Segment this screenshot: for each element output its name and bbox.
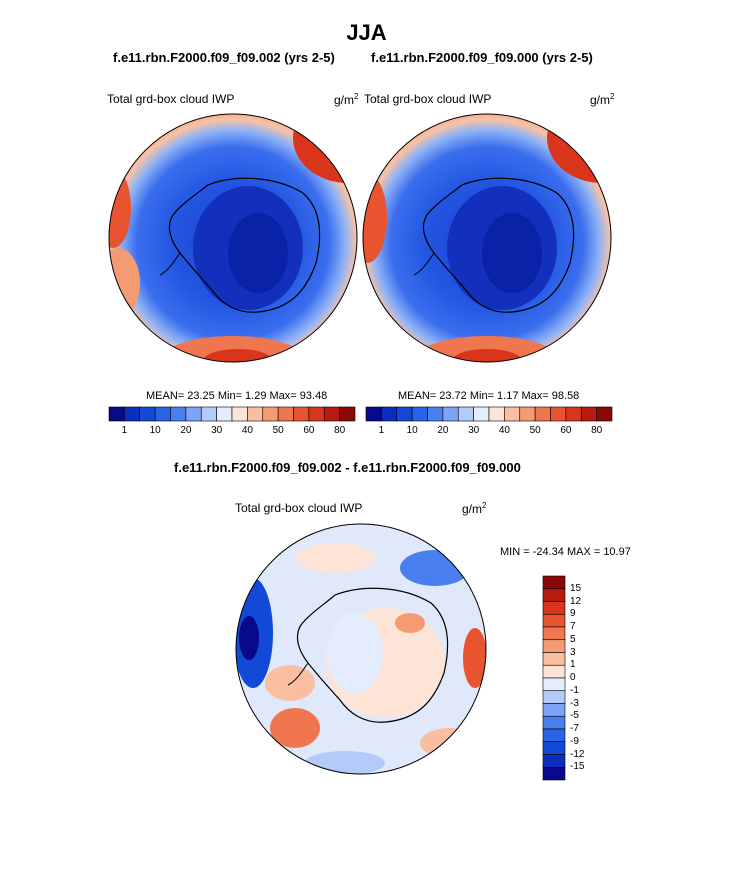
stats-right: MEAN= 23.72 Min= 1.17 Max= 98.58	[398, 390, 580, 402]
diff-title: f.e11.rbn.F2000.f09_f09.002 - f.e11.rbn.…	[174, 460, 521, 475]
colorbar-left-swatch	[277, 406, 294, 422]
colorbar-right-tick-label: 20	[437, 425, 449, 436]
colorbar-left-swatch	[185, 406, 202, 422]
colorbar-left-swatch	[200, 406, 217, 422]
colorbar-difference-tick-label: -12	[570, 748, 585, 760]
colorbar-right-tick-label: 80	[591, 425, 603, 436]
colorbar-left-tick-label: 10	[149, 425, 161, 436]
colorbar-right-swatch	[457, 406, 474, 422]
colorbar-difference-tick-label: 12	[570, 595, 582, 607]
colorbar-difference-tick-label: 1	[570, 659, 576, 671]
colorbar-right-swatch	[565, 406, 582, 422]
colorbar-difference-tick-label: 0	[570, 672, 576, 683]
colorbar-difference-swatch	[542, 588, 566, 602]
colorbar-right-swatch	[519, 406, 536, 422]
case-title-right: f.e11.rbn.F2000.f09_f09.000 (yrs 2-5)	[371, 50, 593, 65]
colorbar-difference	[542, 575, 566, 781]
colorbar-left-swatch	[231, 406, 248, 422]
colorbar-right-swatch	[365, 406, 382, 422]
colorbar-left-tick-label: 20	[180, 425, 192, 436]
colorbar-left-swatch	[216, 406, 233, 422]
colorbar-difference-swatch	[542, 575, 566, 590]
colorbar-difference-tick-label: 3	[570, 646, 576, 658]
colorbar-right-tick-label: 40	[498, 425, 510, 436]
units-label-left: g/m2	[334, 92, 359, 107]
colorbar-left-swatch	[323, 406, 340, 422]
colorbar-right-swatch	[550, 406, 567, 422]
colorbar-left-swatch	[170, 406, 187, 422]
colorbar-right-swatch	[580, 406, 597, 422]
colorbar-right-tick-label: 30	[468, 425, 480, 436]
colorbar-left-swatch	[262, 406, 279, 422]
colorbar-right-tick-label: 1	[378, 425, 385, 436]
colorbar-difference-swatch	[542, 690, 566, 704]
colorbar-difference-tick-label: -1	[570, 684, 579, 696]
colorbar-difference-swatch	[542, 703, 566, 717]
colorbar-right	[365, 406, 613, 422]
map-case-002	[108, 113, 358, 363]
colorbar-right-swatch	[504, 406, 521, 422]
stats-left: MEAN= 23.25 Min= 1.29 Max= 93.48	[146, 390, 328, 402]
case-title-left: f.e11.rbn.F2000.f09_f09.002 (yrs 2-5)	[113, 50, 335, 65]
colorbar-difference-tick-label: -5	[570, 710, 579, 722]
map-difference	[235, 523, 487, 775]
diff-variable-label: Total grd-box cloud IWP	[235, 501, 363, 515]
colorbar-right-swatch	[473, 406, 490, 422]
colorbar-right-swatch	[442, 406, 459, 422]
colorbar-difference-tick-label: 15	[570, 582, 582, 594]
colorbar-left-swatch	[124, 406, 141, 422]
colorbar-difference-tick-label: -3	[570, 697, 579, 709]
colorbar-left-tick-label: 30	[211, 425, 223, 436]
colorbar-left-tick-label: 60	[303, 425, 315, 436]
colorbar-difference-swatch	[542, 652, 566, 666]
diff-minmax: MIN = -24.34 MAX = 10.97	[500, 546, 631, 558]
variable-label-right: Total grd-box cloud IWP	[364, 92, 492, 106]
colorbar-difference-swatch	[542, 728, 566, 743]
colorbar-difference-swatch	[542, 741, 566, 755]
colorbar-right-tick-label: 60	[560, 425, 572, 436]
map-case-000	[362, 113, 612, 363]
colorbar-left-tick-label: 80	[334, 425, 346, 436]
colorbar-left-swatch	[308, 406, 325, 422]
colorbar-difference-tick-label: -15	[570, 761, 585, 773]
colorbar-left	[108, 406, 356, 422]
colorbar-difference-swatch	[542, 754, 566, 768]
colorbar-difference-tick-label: -9	[570, 735, 579, 747]
colorbar-difference-swatch	[542, 664, 566, 679]
colorbar-left-swatch	[247, 406, 264, 422]
colorbar-difference-swatch	[542, 613, 566, 628]
colorbar-right-swatch	[427, 406, 444, 422]
colorbar-difference-swatch	[542, 626, 566, 641]
colorbar-difference-tick-label: -7	[570, 723, 579, 734]
colorbar-right-swatch	[488, 406, 505, 422]
colorbar-difference-tick-label: 9	[570, 608, 576, 620]
colorbar-difference-swatch	[542, 639, 566, 653]
colorbar-right-swatch	[534, 406, 551, 422]
colorbar-left-swatch	[139, 406, 156, 422]
colorbar-difference-swatch	[542, 766, 566, 781]
diff-units-label: g/m2	[462, 501, 487, 516]
colorbar-right-swatch	[596, 406, 613, 422]
colorbar-left-tick-label: 50	[272, 425, 284, 436]
colorbar-right-swatch	[396, 406, 413, 422]
units-label-right: g/m2	[590, 92, 615, 107]
variable-label-left: Total grd-box cloud IWP	[107, 92, 235, 106]
colorbar-right-swatch	[411, 406, 428, 422]
colorbar-left-swatch	[293, 406, 310, 422]
colorbar-left-tick-label: 40	[241, 425, 253, 436]
colorbar-difference-tick-label: 5	[570, 633, 576, 645]
colorbar-left-swatch	[339, 406, 356, 422]
page-title: JJA	[346, 20, 387, 45]
colorbar-difference-swatch	[542, 715, 566, 730]
colorbar-left-tick-label: 1	[121, 425, 128, 436]
colorbar-right-tick-label: 50	[529, 425, 541, 436]
colorbar-difference-swatch	[542, 677, 566, 692]
colorbar-left-swatch	[154, 406, 171, 422]
colorbar-right-tick-label: 10	[406, 425, 418, 436]
colorbar-difference-tick-label: 7	[570, 621, 576, 632]
colorbar-difference-swatch	[542, 601, 566, 615]
colorbar-left-swatch	[108, 406, 125, 422]
colorbar-right-swatch	[381, 406, 398, 422]
